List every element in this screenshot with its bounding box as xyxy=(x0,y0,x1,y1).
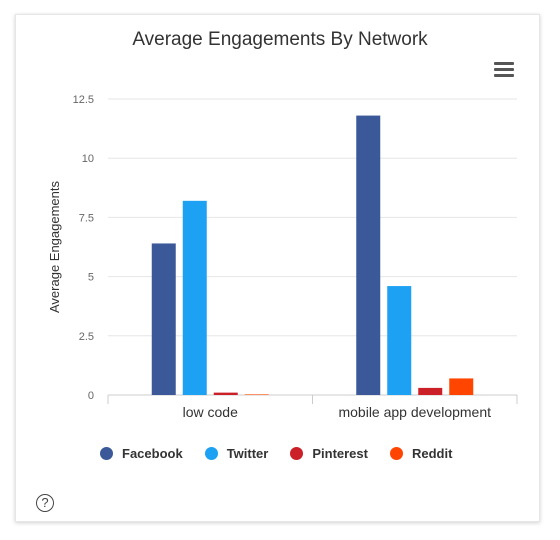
bar-twitter-1 xyxy=(387,286,412,395)
bar-reddit-1 xyxy=(449,378,474,395)
chart-legend: Facebook Twitter Pinterest Reddit xyxy=(100,444,474,462)
y-tick-label: 10 xyxy=(82,153,94,165)
y-tick-label: 12.5 xyxy=(73,94,94,106)
y-axis-label: Average Engagements xyxy=(47,180,62,313)
y-tick-label: 7.5 xyxy=(79,212,94,224)
legend-item-facebook[interactable]: Facebook xyxy=(100,446,183,461)
legend-label: Pinterest xyxy=(312,445,368,461)
legend-item-twitter[interactable]: Twitter xyxy=(204,445,269,461)
chart-menu-button[interactable] xyxy=(494,62,514,78)
y-tick-label: 2.5 xyxy=(79,331,94,343)
hamburger-menu-icon xyxy=(494,62,514,65)
legend-item-pinterest[interactable]: Pinterest xyxy=(290,446,368,461)
legend-label: Reddit xyxy=(411,445,453,461)
x-category-label: mobile app development xyxy=(338,404,491,420)
legend-label: Twitter xyxy=(226,445,269,461)
y-tick-label: 0 xyxy=(88,390,94,402)
chart-title: Average Engagements By Network xyxy=(132,29,428,50)
bar-facebook-0 xyxy=(151,243,176,395)
legend-label: Facebook xyxy=(122,445,183,461)
hamburger-line xyxy=(494,68,514,71)
y-tick-label: 5 xyxy=(88,272,94,284)
question-circle-icon[interactable]: ? xyxy=(36,494,54,512)
legend-swatch xyxy=(100,446,113,460)
bar-pinterest-0 xyxy=(213,392,238,395)
bar-reddit-0 xyxy=(244,394,269,395)
legend-swatch xyxy=(290,446,304,460)
x-category-label: low code xyxy=(183,404,238,420)
legend-swatch xyxy=(204,446,218,460)
bar-twitter-0 xyxy=(182,200,207,395)
bar-facebook-1 xyxy=(356,115,381,396)
legend-item-reddit[interactable]: Reddit xyxy=(389,445,453,461)
legend-swatch xyxy=(389,446,403,460)
bar-pinterest-1 xyxy=(418,387,443,395)
hamburger-line xyxy=(494,74,514,77)
